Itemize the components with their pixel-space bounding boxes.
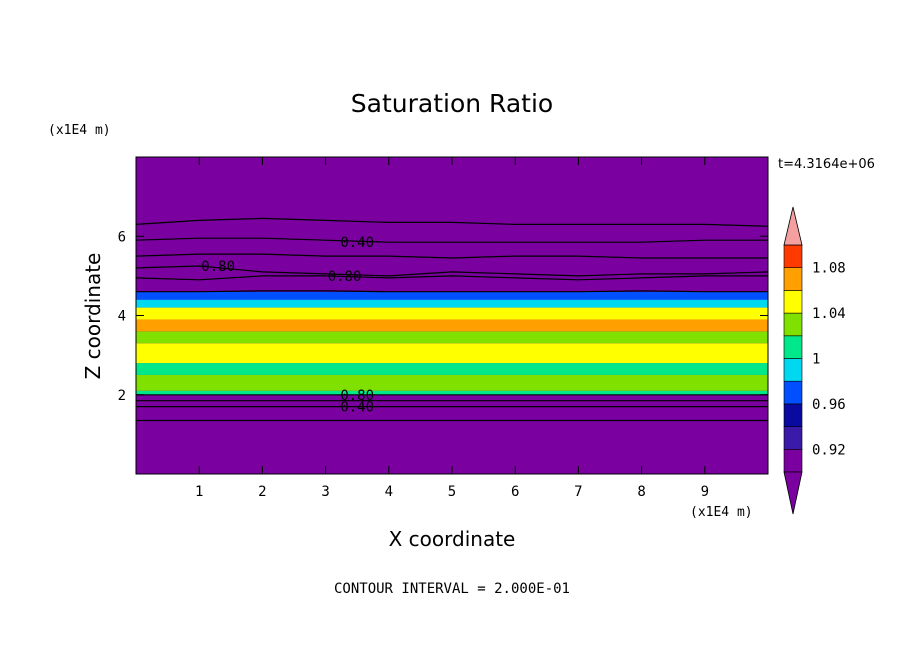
color-band-8	[136, 299, 768, 308]
contour-label: 0.40	[340, 235, 374, 251]
x-tick-label: 1	[195, 484, 203, 500]
contour-lines: 0.400.800.800.800.40	[136, 217, 768, 422]
x-tick-label: 3	[321, 484, 329, 500]
y-tick-label: 6	[118, 229, 126, 245]
color-bands	[136, 157, 768, 474]
x-tick-label: 4	[385, 484, 393, 500]
color-band-3	[136, 363, 768, 375]
x-tick-label: 6	[511, 484, 519, 500]
contour-label: 0.40	[340, 400, 374, 416]
x-tick-label: 9	[701, 484, 709, 500]
x-tick-label: 5	[448, 484, 456, 500]
contour-line-0	[136, 217, 768, 227]
colorbar-tick-label: 1.04	[812, 306, 846, 322]
y-axis-ticks: 2 4 6	[118, 229, 768, 404]
color-band-1	[136, 390, 768, 395]
colorbar-swatch	[783, 290, 803, 314]
color-band-6	[136, 319, 768, 332]
color-band-5	[136, 331, 768, 344]
colorbar: 0.92 0.96 1 1.04 1.08	[783, 206, 846, 515]
colorbar-tick-label: 0.96	[812, 397, 846, 413]
color-band-0	[136, 394, 768, 474]
contour-label: 0.80	[340, 388, 374, 404]
x-axis-label: X coordinate	[389, 527, 516, 551]
plot-area: 0.400.800.800.800.40	[136, 157, 768, 474]
y-tick-label: 4	[118, 309, 126, 325]
contour-line-2	[136, 253, 768, 259]
colorbar-tick-label: 1	[812, 352, 820, 368]
colorbar-swatch	[783, 312, 803, 337]
x-tick-label: 7	[574, 484, 582, 500]
colorbar-swatch	[783, 426, 803, 450]
contour-label: 0.80	[201, 259, 235, 275]
time-label: t=4.3164e+06	[778, 157, 875, 172]
x-tick-label: 8	[637, 484, 645, 500]
colorbar-tick-label: 1.08	[812, 261, 846, 277]
colorbar-swatch	[783, 267, 803, 291]
color-band-4	[136, 343, 768, 364]
contour-line-3	[136, 265, 768, 277]
contour-line-5	[136, 290, 768, 293]
x-tick-label: 2	[258, 484, 266, 500]
colorbar-over-arrow	[783, 206, 803, 246]
colorbar-swatch	[783, 244, 803, 269]
y-unit-label: (x1E4 m)	[48, 123, 111, 138]
color-band-2	[136, 374, 768, 391]
x-unit-label: (x1E4 m)	[690, 505, 753, 520]
color-band-7	[136, 307, 768, 320]
y-tick-label: 2	[118, 388, 126, 404]
colorbar-tick-label: 0.92	[812, 442, 846, 458]
color-band-9	[136, 291, 768, 300]
chart-title: Saturation Ratio	[351, 89, 553, 118]
y-axis-label: Z coordinate	[81, 253, 105, 380]
contour-line-1	[136, 237, 768, 243]
contour-interval-label: CONTOUR INTERVAL = 2.000E-01	[334, 581, 570, 597]
colorbar-swatch	[783, 335, 803, 359]
colorbar-swatch	[783, 448, 803, 473]
colorbar-under-arrow	[783, 471, 803, 515]
colorbar-swatch	[783, 380, 803, 405]
contour-line-4	[136, 275, 768, 281]
colorbar-swatch	[783, 358, 803, 382]
contour-label: 0.80	[328, 269, 362, 285]
x-axis-ticks: 1 2 3 4 5 6 7 8 9	[195, 157, 709, 500]
colorbar-swatch	[783, 403, 803, 427]
